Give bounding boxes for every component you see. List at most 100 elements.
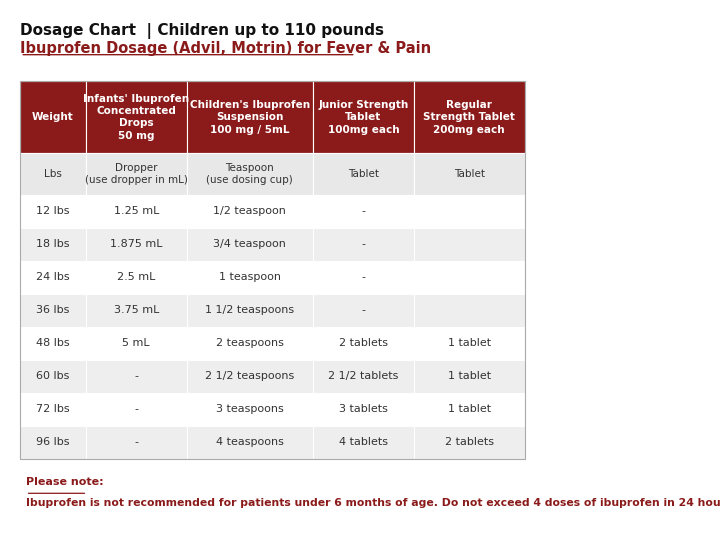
Bar [414, 227, 525, 261]
Text: Dropper
(use dropper in mL): Dropper (use dropper in mL) [85, 163, 188, 185]
Text: -: - [361, 239, 365, 249]
Text: 3 teaspoons: 3 teaspoons [216, 404, 284, 414]
Bar [414, 426, 525, 459]
Bar [313, 294, 414, 327]
Bar [186, 261, 313, 294]
Text: Children's Ibuprofen
Suspension
100 mg / 5mL: Children's Ibuprofen Suspension 100 mg /… [190, 100, 310, 134]
Bar [186, 194, 313, 227]
Bar [86, 426, 186, 459]
Bar [20, 153, 86, 194]
Text: -: - [361, 206, 365, 216]
Text: 3.75 mL: 3.75 mL [114, 305, 159, 315]
Bar [414, 360, 525, 393]
Text: Tablet: Tablet [454, 169, 485, 179]
Bar [414, 294, 525, 327]
Text: 2 1/2 teaspoons: 2 1/2 teaspoons [205, 371, 294, 381]
Text: 2.5 mL: 2.5 mL [117, 272, 156, 282]
Bar [20, 393, 86, 426]
Bar [86, 81, 186, 153]
Bar [313, 227, 414, 261]
Text: 2 tablets: 2 tablets [339, 338, 388, 348]
Text: -: - [135, 404, 138, 414]
Bar [186, 327, 313, 360]
Bar [20, 294, 86, 327]
Text: Junior Strength
Tablet
100mg each: Junior Strength Tablet 100mg each [318, 100, 408, 134]
Text: 1/2 teaspoon: 1/2 teaspoon [213, 206, 287, 216]
Text: 1.25 mL: 1.25 mL [114, 206, 159, 216]
Text: Ibuprofen Dosage (Advil, Motrin) for Fever & Pain: Ibuprofen Dosage (Advil, Motrin) for Fev… [20, 42, 431, 56]
Bar [20, 194, 86, 227]
Bar [86, 261, 186, 294]
Bar [20, 261, 86, 294]
Text: 2 1/2 tablets: 2 1/2 tablets [328, 371, 399, 381]
Text: 2 tablets: 2 tablets [445, 437, 494, 447]
Text: 60 lbs: 60 lbs [37, 371, 70, 381]
Bar [186, 393, 313, 426]
Bar [20, 81, 86, 153]
Bar [414, 194, 525, 227]
Text: -: - [135, 437, 138, 447]
Text: -: - [361, 305, 365, 315]
Text: -: - [135, 371, 138, 381]
Text: Infants' Ibuprofen
Concentrated
Drops
50 mg: Infants' Ibuprofen Concentrated Drops 50… [84, 93, 189, 141]
Bar [86, 393, 186, 426]
Bar [20, 227, 86, 261]
Bar [86, 227, 186, 261]
Bar [86, 360, 186, 393]
Text: 24 lbs: 24 lbs [36, 272, 70, 282]
Bar [313, 153, 414, 194]
Text: Teaspoon
(use dosing cup): Teaspoon (use dosing cup) [207, 163, 293, 185]
Text: Tablet: Tablet [348, 169, 379, 179]
Text: 5 mL: 5 mL [122, 338, 150, 348]
Text: 4 tablets: 4 tablets [339, 437, 388, 447]
Text: 3/4 teaspoon: 3/4 teaspoon [213, 239, 287, 249]
Text: -: - [361, 272, 365, 282]
Text: 1 1/2 teaspoons: 1 1/2 teaspoons [205, 305, 294, 315]
Text: 96 lbs: 96 lbs [36, 437, 70, 447]
Bar [313, 261, 414, 294]
Bar [86, 294, 186, 327]
Text: 12 lbs: 12 lbs [36, 206, 70, 216]
Text: 3 tablets: 3 tablets [339, 404, 388, 414]
Bar [414, 81, 525, 153]
Text: Lbs: Lbs [44, 169, 62, 179]
Text: 18 lbs: 18 lbs [36, 239, 70, 249]
Text: Weight: Weight [32, 112, 74, 122]
Bar [20, 360, 86, 393]
Text: Regular
Strength Tablet
200mg each: Regular Strength Tablet 200mg each [423, 100, 516, 134]
Text: 1 tablet: 1 tablet [448, 371, 491, 381]
Bar [186, 294, 313, 327]
Bar [414, 393, 525, 426]
Bar [20, 327, 86, 360]
Text: Dosage Chart  | Children up to 110 pounds: Dosage Chart | Children up to 110 pounds [20, 23, 384, 39]
Text: 72 lbs: 72 lbs [36, 404, 70, 414]
Text: 48 lbs: 48 lbs [36, 338, 70, 348]
Bar [414, 327, 525, 360]
Bar [313, 327, 414, 360]
Bar [86, 194, 186, 227]
Bar [86, 327, 186, 360]
Bar [313, 81, 414, 153]
Bar [186, 360, 313, 393]
Bar [20, 81, 525, 459]
Bar [313, 393, 414, 426]
Bar [86, 153, 186, 194]
Bar [313, 426, 414, 459]
Bar [186, 153, 313, 194]
Bar [20, 426, 86, 459]
Text: Please note:: Please note: [26, 477, 103, 487]
Text: 36 lbs: 36 lbs [37, 305, 70, 315]
Text: Ibuprofen is not recommended for patients under 6 months of age. Do not exceed 4: Ibuprofen is not recommended for patient… [26, 497, 720, 508]
Text: 2 teaspoons: 2 teaspoons [216, 338, 284, 348]
Bar [313, 360, 414, 393]
Bar [414, 153, 525, 194]
Bar [414, 261, 525, 294]
Bar [186, 81, 313, 153]
Bar [186, 227, 313, 261]
Text: 1 tablet: 1 tablet [448, 404, 491, 414]
Bar [186, 426, 313, 459]
Text: 1 tablet: 1 tablet [448, 338, 491, 348]
Bar [313, 194, 414, 227]
Text: 1.875 mL: 1.875 mL [110, 239, 163, 249]
Text: 4 teaspoons: 4 teaspoons [216, 437, 284, 447]
